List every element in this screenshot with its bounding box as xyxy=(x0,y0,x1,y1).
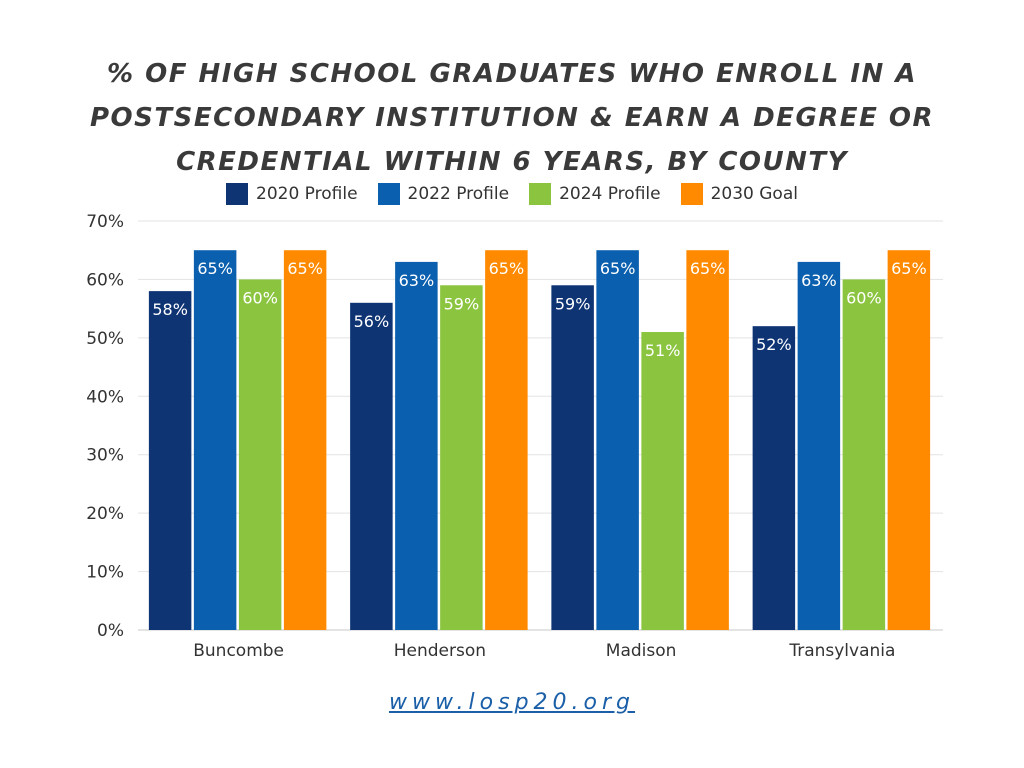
chart-title: % OF HIGH SCHOOL GRADUATES WHO ENROLL IN… xyxy=(0,52,1024,184)
data-label: 65% xyxy=(197,259,233,278)
bar xyxy=(238,279,282,630)
legend-item: 2020 Profile xyxy=(226,183,358,205)
data-label: 65% xyxy=(891,259,927,278)
title-line-1: % OF HIGH SCHOOL GRADUATES WHO ENROLL IN… xyxy=(107,59,917,89)
legend-swatch xyxy=(529,183,552,205)
data-label: 63% xyxy=(399,271,435,290)
x-tick-label: Madison xyxy=(606,641,677,661)
legend-item: 2022 Profile xyxy=(377,183,510,205)
data-label: 65% xyxy=(600,259,636,278)
data-label: 52% xyxy=(756,335,792,354)
y-tick-label: 40% xyxy=(86,387,124,407)
bar xyxy=(686,250,729,630)
legend-swatch xyxy=(680,183,703,205)
x-tick-label: Buncombe xyxy=(193,641,284,661)
bar xyxy=(193,250,237,630)
bar xyxy=(440,285,483,630)
legend-item: 2024 Profile xyxy=(529,183,661,205)
legend-label: 2030 Goal xyxy=(710,184,798,204)
data-label: 60% xyxy=(846,288,882,307)
data-label: 60% xyxy=(242,288,278,307)
x-tick-label: Henderson xyxy=(394,641,486,661)
legend-swatch xyxy=(377,183,400,205)
title-line-3: CREDENTIAL WITHIN 6 YEARS, BY COUNTY xyxy=(176,147,848,177)
chart-legend: 2020 Profile 2022 Profile 2024 Profile 2030… xyxy=(0,183,1024,205)
website-link[interactable]: www.losp20.org xyxy=(388,690,636,715)
data-label: 65% xyxy=(489,259,525,278)
data-label: 59% xyxy=(555,294,591,313)
data-label: 63% xyxy=(801,271,837,290)
bar xyxy=(395,261,438,630)
bar xyxy=(551,285,594,630)
y-tick-label: 30% xyxy=(86,446,124,466)
bar xyxy=(887,250,931,630)
bar xyxy=(641,332,684,630)
bar xyxy=(752,326,796,630)
bar xyxy=(842,279,886,630)
legend-swatch xyxy=(226,183,248,205)
title-line-2: POSTSECONDARY INSTITUTION & EARN A DEGRE… xyxy=(89,103,935,133)
bar xyxy=(148,291,192,630)
bar xyxy=(283,250,327,630)
bar xyxy=(797,261,841,630)
bar xyxy=(350,302,393,630)
y-tick-label: 20% xyxy=(86,504,124,524)
bar xyxy=(485,250,528,630)
legend-label: 2024 Profile xyxy=(559,184,661,204)
data-label: 56% xyxy=(354,312,390,331)
data-label: 51% xyxy=(645,341,681,360)
legend-label: 2020 Profile xyxy=(256,184,358,204)
y-tick-label: 0% xyxy=(97,621,124,641)
data-label: 65% xyxy=(690,259,726,278)
y-tick-label: 10% xyxy=(86,563,124,583)
data-label: 58% xyxy=(152,300,188,319)
data-label: 65% xyxy=(287,259,323,278)
bar xyxy=(596,250,639,630)
y-tick-label: 60% xyxy=(86,270,124,290)
y-tick-label: 70% xyxy=(86,212,124,232)
data-label: 59% xyxy=(444,294,480,313)
legend-item: 2030 Goal xyxy=(680,183,798,205)
legend-label: 2022 Profile xyxy=(407,184,510,204)
x-tick-label: Transylvania xyxy=(788,641,895,661)
y-tick-label: 50% xyxy=(86,329,124,349)
